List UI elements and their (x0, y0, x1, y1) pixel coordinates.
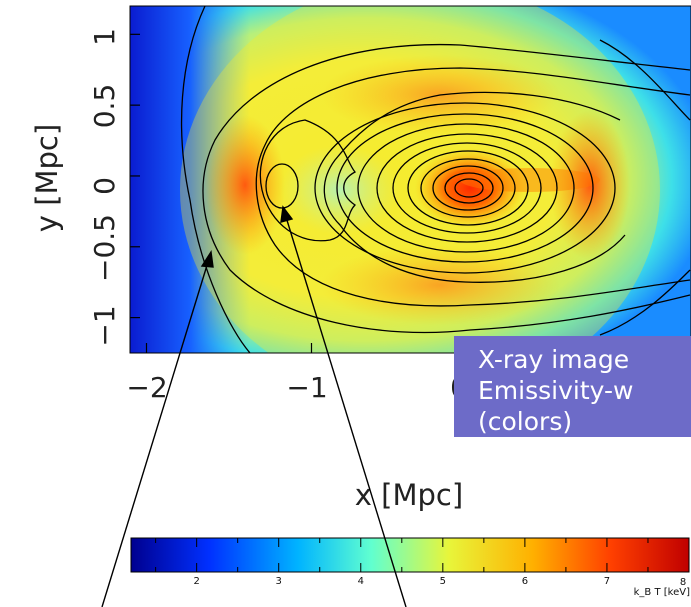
x-tick-label: −2 (126, 371, 167, 404)
x-tick-label: −1 (286, 371, 327, 404)
colorbar-unit-label: k_B T [keV] (634, 587, 690, 598)
y-axis-title: y [Mpc] (30, 124, 64, 232)
y-tick-label: 0 (88, 177, 121, 195)
colorbar-gradient (131, 538, 689, 572)
colorbar-tick-label: 2 (193, 576, 199, 587)
colorbar-tick-label: 4 (358, 576, 364, 587)
colorbar-tick-label: 6 (522, 576, 528, 587)
annotation-line: X-ray image (478, 344, 691, 375)
x-tick-labels: −2 −1 0 (126, 371, 468, 404)
annotation-line: (colors) (478, 406, 691, 437)
annotation-line: Emissivity-w (478, 375, 691, 406)
colorbar-tick-label: 7 (604, 576, 610, 587)
annotation-callout: X-ray image Emissivity-w (colors) (454, 336, 691, 437)
colorbar-tick-label: 5 (440, 576, 446, 587)
y-tick-label: −0.5 (88, 214, 121, 282)
colorbar-tick-label: 3 (276, 576, 282, 587)
y-tick-label: 1 (88, 28, 121, 46)
y-tick-labels: −1 −0.5 0 0.5 1 (88, 28, 121, 347)
y-tick-label: 0.5 (88, 84, 121, 129)
y-tick-label: −1 (88, 305, 121, 346)
